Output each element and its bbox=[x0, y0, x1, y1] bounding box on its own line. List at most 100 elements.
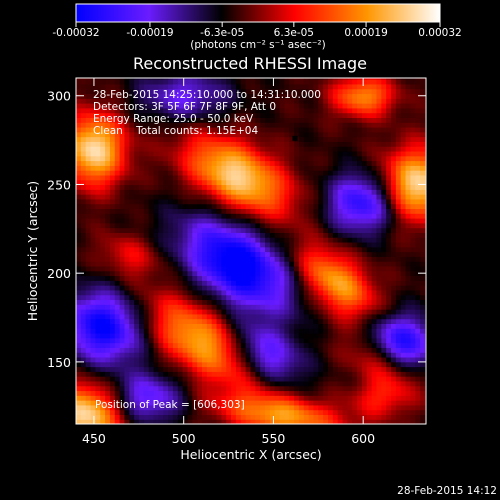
heatmap-cell bbox=[337, 122, 344, 128]
heatmap-cell bbox=[245, 304, 252, 310]
heatmap-cell bbox=[105, 261, 111, 267]
heatmap-cell bbox=[100, 309, 106, 315]
heatmap-cell bbox=[109, 146, 116, 152]
heatmap-cell bbox=[405, 390, 411, 396]
heatmap-cell bbox=[202, 395, 208, 401]
heatmap-cell bbox=[391, 184, 397, 190]
heatmap-cell bbox=[153, 203, 159, 210]
heatmap-cell bbox=[381, 174, 387, 181]
heatmap-cell bbox=[405, 400, 411, 406]
heatmap-cell bbox=[168, 256, 174, 262]
heatmap-cell bbox=[274, 299, 281, 305]
heatmap-cell bbox=[153, 385, 159, 392]
heatmap-cell bbox=[332, 414, 339, 420]
heatmap-cell bbox=[265, 289, 271, 296]
heatmap-cell bbox=[337, 198, 344, 205]
heatmap-cell bbox=[265, 184, 271, 190]
heatmap-cell bbox=[235, 165, 242, 171]
heatmap-cell bbox=[361, 404, 368, 411]
heatmap-cell bbox=[163, 304, 169, 310]
heatmap-cell bbox=[105, 136, 111, 142]
heatmap-cell bbox=[269, 280, 276, 286]
heatmap-cell bbox=[143, 217, 150, 224]
heatmap-cell bbox=[85, 275, 92, 281]
heatmap-cell bbox=[182, 184, 189, 190]
heatmap-cell bbox=[313, 184, 319, 190]
heatmap-cell bbox=[289, 251, 295, 257]
heatmap-cell bbox=[240, 213, 247, 219]
heatmap-cell bbox=[226, 146, 232, 152]
heatmap-cell bbox=[279, 126, 285, 133]
heatmap-cell bbox=[134, 328, 140, 334]
heatmap-cell bbox=[109, 122, 116, 128]
heatmap-cell bbox=[357, 309, 363, 315]
heatmap-cell bbox=[250, 356, 256, 363]
heatmap-cell bbox=[245, 275, 252, 281]
heatmap-cell bbox=[361, 380, 368, 387]
heatmap-cell bbox=[197, 165, 203, 171]
heatmap-cell bbox=[245, 198, 252, 205]
heatmap-cell bbox=[332, 299, 339, 305]
heatmap-cell bbox=[100, 141, 106, 147]
heatmap-cell bbox=[400, 112, 407, 118]
heatmap-cell bbox=[80, 131, 87, 138]
heatmap-cell bbox=[265, 208, 271, 214]
heatmap-cell bbox=[95, 246, 101, 253]
heatmap-cell bbox=[410, 285, 416, 291]
heatmap-cell bbox=[124, 160, 130, 166]
heatmap-cell bbox=[100, 251, 106, 257]
heatmap-cell bbox=[148, 189, 155, 195]
heatmap-cell bbox=[109, 126, 116, 133]
heatmap-cell bbox=[357, 361, 363, 368]
heatmap-cell bbox=[386, 155, 392, 162]
heatmap-cell bbox=[221, 251, 227, 257]
heatmap-cell bbox=[158, 126, 164, 133]
heatmap-cell bbox=[337, 309, 344, 315]
heatmap-cell bbox=[332, 313, 339, 320]
heatmap-cell bbox=[250, 285, 256, 291]
heatmap-cell bbox=[420, 146, 426, 152]
heatmap-cell bbox=[274, 361, 281, 368]
heatmap-cell bbox=[119, 227, 126, 233]
heatmap-cell bbox=[352, 265, 358, 272]
heatmap-cell bbox=[85, 194, 92, 200]
heatmap-cell bbox=[114, 409, 121, 416]
heatmap-cell bbox=[415, 256, 421, 262]
heatmap-cell bbox=[337, 227, 344, 233]
heatmap-cell bbox=[395, 409, 402, 416]
heatmap-cell bbox=[420, 328, 426, 334]
heatmap-cell bbox=[134, 174, 140, 181]
heatmap-cell bbox=[100, 289, 106, 296]
heatmap-cell bbox=[95, 304, 101, 310]
heatmap-cell bbox=[100, 174, 106, 181]
heatmap-cell bbox=[197, 285, 203, 291]
heatmap-cell bbox=[119, 184, 126, 190]
heatmap-cell bbox=[352, 404, 358, 411]
heatmap-cell bbox=[202, 299, 208, 305]
heatmap-cell bbox=[318, 328, 324, 334]
heatmap-cell bbox=[177, 98, 184, 104]
heatmap-cell bbox=[105, 385, 111, 392]
heatmap-cell bbox=[405, 241, 411, 248]
heatmap-cell bbox=[250, 347, 256, 353]
heatmap-cell bbox=[260, 103, 266, 109]
heatmap-cell bbox=[274, 217, 281, 224]
heatmap-cell bbox=[274, 189, 281, 195]
heatmap-cell bbox=[143, 98, 150, 104]
heatmap-cell bbox=[424, 146, 426, 152]
heatmap-cell bbox=[235, 332, 242, 339]
heatmap-cell bbox=[90, 347, 96, 353]
heatmap-cell bbox=[143, 222, 150, 229]
heatmap-cell bbox=[366, 251, 373, 257]
heatmap-cell bbox=[386, 380, 392, 387]
heatmap-cell bbox=[80, 371, 87, 377]
heatmap-cell bbox=[308, 400, 315, 406]
heatmap-cell bbox=[308, 232, 315, 238]
heatmap-cell bbox=[391, 371, 397, 377]
heatmap-cell bbox=[279, 170, 285, 176]
heatmap-cell bbox=[342, 103, 348, 109]
heatmap-cell bbox=[318, 194, 324, 200]
heatmap-cell bbox=[226, 150, 232, 157]
heatmap-cell bbox=[85, 323, 92, 329]
heatmap-cell bbox=[308, 318, 315, 324]
